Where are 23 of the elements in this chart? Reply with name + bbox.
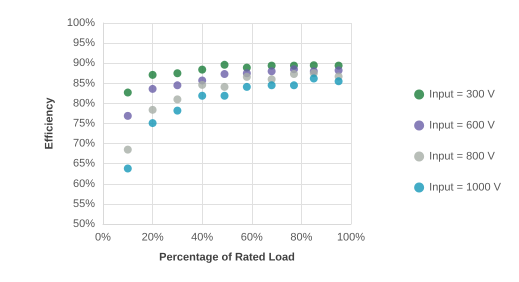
y-axis-title: Efficiency	[44, 96, 56, 150]
y-tick-label: 100%	[66, 17, 96, 29]
legend-label: Input = 1000 V	[429, 182, 502, 194]
y-tick-label: 95%	[72, 37, 96, 50]
legend-label: Input = 800 V	[429, 150, 496, 162]
x-tick-label: 20%	[142, 232, 164, 244]
x-tick-label: 40%	[191, 232, 214, 244]
legend-label: Input = 300 V	[429, 88, 496, 100]
y-tick-label: 55%	[72, 198, 96, 210]
x-tick-label: 100%	[336, 232, 366, 244]
x-axis-title: Percentage of Rated Load	[159, 252, 295, 264]
x-tick-label: 0%	[95, 232, 112, 244]
y-tick-label: 80%	[72, 97, 96, 110]
y-tick-label: 70%	[72, 138, 96, 150]
x-tick-label: 60%	[240, 232, 264, 244]
y-tick-label: 60%	[72, 178, 96, 190]
y-tick-label: 85%	[72, 77, 96, 90]
x-tick-label: 80%	[290, 232, 313, 244]
y-tick-label: 65%	[72, 158, 96, 170]
legend-label: Input = 600 V	[429, 120, 496, 132]
y-tick-label: 50%	[72, 218, 96, 230]
y-tick-label: 75%	[72, 118, 96, 130]
y-tick-label: 90%	[72, 57, 96, 70]
